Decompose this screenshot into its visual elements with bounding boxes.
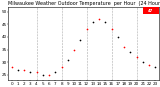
Text: 47: 47 bbox=[148, 9, 153, 13]
Point bbox=[85, 29, 88, 30]
Point bbox=[129, 51, 132, 53]
Point bbox=[92, 21, 94, 23]
Point bbox=[48, 74, 50, 75]
Point bbox=[123, 46, 125, 48]
Point bbox=[79, 39, 82, 40]
Point bbox=[98, 19, 100, 20]
Point bbox=[148, 64, 150, 65]
Point bbox=[154, 67, 157, 68]
Point bbox=[73, 49, 75, 50]
Point bbox=[29, 72, 32, 73]
Point bbox=[10, 67, 13, 68]
Point bbox=[35, 72, 38, 73]
Point bbox=[142, 62, 144, 63]
Point bbox=[23, 69, 25, 70]
Point bbox=[67, 59, 69, 60]
Point bbox=[135, 56, 138, 58]
Point bbox=[117, 36, 119, 38]
Point bbox=[104, 21, 107, 23]
Point bbox=[16, 69, 19, 70]
Point bbox=[54, 72, 57, 73]
Point bbox=[110, 29, 113, 30]
Point bbox=[42, 74, 44, 75]
Point bbox=[60, 67, 63, 68]
Bar bbox=[143, 7, 159, 14]
Text: Milwaukee Weather Outdoor Temperature  per Hour  (24 Hours): Milwaukee Weather Outdoor Temperature pe… bbox=[8, 1, 160, 6]
